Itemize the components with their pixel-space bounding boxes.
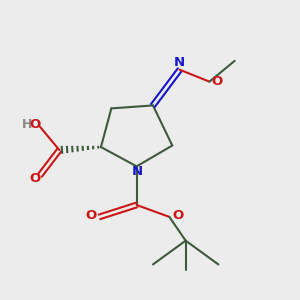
Text: O: O bbox=[211, 74, 222, 88]
Text: H: H bbox=[22, 118, 32, 131]
Text: N: N bbox=[174, 56, 185, 69]
Text: N: N bbox=[132, 165, 143, 178]
Text: O: O bbox=[29, 172, 40, 185]
Text: O: O bbox=[29, 118, 40, 131]
Text: O: O bbox=[172, 209, 183, 222]
Text: O: O bbox=[85, 209, 97, 222]
